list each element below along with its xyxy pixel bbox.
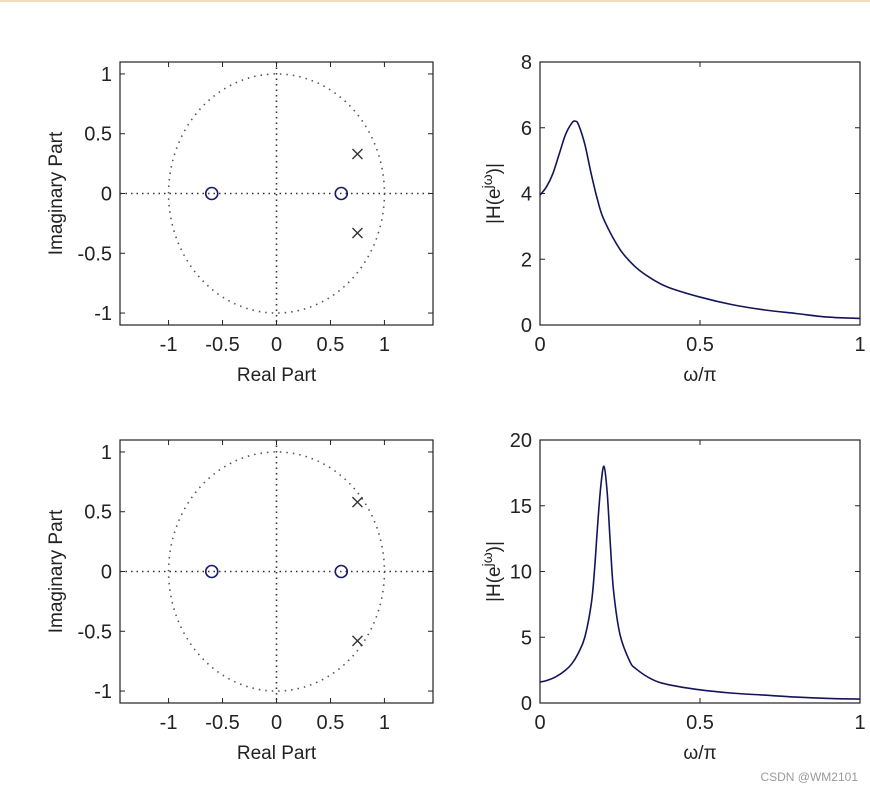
- x-tick-label: 1: [379, 334, 390, 356]
- y-axis-label: |H(ejω)|: [479, 163, 505, 224]
- unit-circle: [167, 451, 386, 692]
- subplot-3: -1 -0.5 0 0.5 1 -1 -0.5 0 0.5 1 Real Part Imaginary…: [46, 439, 434, 764]
- pole-marker: [351, 635, 363, 647]
- y-tick-label: 4: [521, 184, 532, 206]
- x-tick-label: 0.5: [686, 712, 714, 734]
- subplot-2: 0 0.5 1 0 2 4 6 8 ω/π |H(ejω)|: [479, 52, 866, 386]
- x-axis-label: ω/π: [683, 743, 716, 764]
- x-tick-label: 1: [854, 334, 865, 356]
- y-tick-label: 0: [101, 562, 112, 584]
- y-tick-label: 20: [510, 430, 532, 452]
- y-tick-label: 1: [101, 442, 112, 464]
- x-tick-label: 0.5: [686, 334, 714, 356]
- y-tick-label: 1: [101, 64, 112, 86]
- subplot-1: -1 -0.5 0 0.5 1 -1 -0.5 0 0.5 1 Real Part Imaginary…: [46, 61, 434, 386]
- y-label-superscript: jω: [479, 174, 495, 189]
- y-tick-label: 6: [521, 118, 532, 140]
- y-tick-label: -1: [94, 303, 112, 325]
- x-axis-label: ω/π: [683, 365, 716, 386]
- y-tick-label: 0.5: [84, 502, 112, 524]
- x-tick-label: -1: [160, 334, 178, 356]
- magnitude-line: [539, 465, 861, 700]
- y-label-base: |H(e: [484, 188, 505, 224]
- y-label-tail: )|: [484, 163, 505, 174]
- x-tick-label: -0.5: [205, 712, 239, 734]
- y-tick-label: -0.5: [78, 243, 112, 265]
- top-rule: [0, 0, 870, 2]
- pole-stroke-b: [351, 496, 363, 508]
- y-tick-label: 2: [521, 249, 532, 271]
- x-tick-label: 0: [534, 334, 545, 356]
- y-label-tail: )|: [484, 541, 505, 552]
- x-axis-label: Real Part: [237, 365, 317, 386]
- x-tick-label: 0.5: [317, 334, 345, 356]
- pole-stroke-b: [351, 148, 363, 160]
- y-tick-label: 10: [510, 562, 532, 584]
- x-tick-label: 0: [534, 712, 545, 734]
- y-tick-label: 0: [521, 693, 532, 715]
- x-tick-label: -0.5: [205, 334, 239, 356]
- y-axis-label: Imaginary Part: [46, 509, 67, 633]
- y-label-superscript: jω: [479, 552, 495, 567]
- y-tick-label: 8: [521, 52, 532, 74]
- magnitude-line: [539, 120, 861, 320]
- zero-marker: [204, 564, 219, 579]
- axes-box: [539, 61, 861, 326]
- y-tick-label: 5: [521, 627, 532, 649]
- y-tick-label: 0: [101, 184, 112, 206]
- x-tick-label: 0: [271, 334, 282, 356]
- y-tick-label: -1: [94, 681, 112, 703]
- watermark: CSDN @WM2101: [760, 770, 858, 784]
- y-axis-label: Imaginary Part: [46, 131, 67, 255]
- y-tick-label: 15: [510, 496, 532, 518]
- axes-box: [539, 439, 861, 704]
- x-tick-label: 1: [854, 712, 865, 734]
- x-tick-label: 1: [379, 712, 390, 734]
- zero-marker: [334, 186, 349, 201]
- y-axis-label: |H(ejω)|: [479, 541, 505, 602]
- y-tick-label: 0: [521, 315, 532, 337]
- x-axis-label: Real Part: [237, 743, 317, 764]
- y-tick-label: 0.5: [84, 124, 112, 146]
- pole-stroke-b: [351, 635, 363, 647]
- pole-marker: [351, 227, 363, 239]
- x-tick-label: 0: [271, 712, 282, 734]
- y-label-base: |H(e: [484, 566, 505, 602]
- x-tick-label: 0.5: [317, 712, 345, 734]
- zero-marker: [334, 564, 349, 579]
- x-tick-label: -1: [160, 712, 178, 734]
- pole-marker: [351, 496, 363, 508]
- zero-marker: [204, 186, 219, 201]
- pole-stroke-b: [351, 227, 363, 239]
- pole-marker: [351, 148, 363, 160]
- unit-circle: [167, 73, 386, 314]
- y-tick-label: -0.5: [78, 621, 112, 643]
